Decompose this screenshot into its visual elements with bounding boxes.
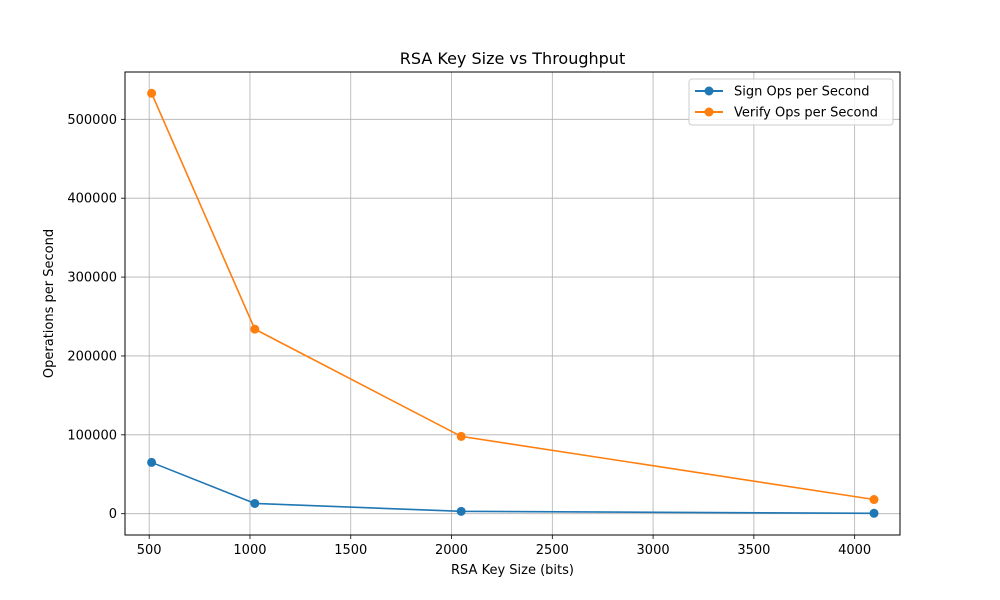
series-layer (147, 88, 879, 518)
series-line (151, 461, 875, 515)
y-tick-label: 300000 (67, 271, 117, 286)
plot-frame (124, 71, 901, 536)
chart-title: RSA Key Size vs Throughput (400, 49, 625, 68)
x-tick-label: 2000 (435, 543, 468, 558)
data-point (869, 495, 879, 505)
legend-box (688, 78, 894, 126)
x-tick-label: 2500 (536, 543, 569, 558)
legend-marker-verify (704, 107, 714, 117)
x-axis-ticks: 500 1000 1500 2000 2500 3000 3500 4000 (137, 535, 871, 558)
legend: Sign Ops per Second Verify Ops per Secon… (688, 78, 894, 126)
x-tick-label: 500 (137, 543, 162, 558)
y-tick-label: 100000 (67, 428, 117, 443)
x-axis-label: RSA Key Size (bits) (451, 563, 574, 578)
y-tick-label: 200000 (67, 349, 117, 364)
data-point (456, 506, 466, 516)
x-tick-label: 3000 (637, 543, 670, 558)
x-tick-label: 1500 (334, 543, 367, 558)
y-tick-label: 0 (109, 507, 117, 522)
legend-label-verify: Verify Ops per Second (734, 106, 878, 121)
series-line (150, 92, 875, 501)
data-point (147, 457, 157, 467)
series-sign (147, 457, 879, 518)
data-point (250, 324, 260, 334)
data-point (147, 88, 157, 98)
y-tick-label: 500000 (67, 113, 117, 128)
y-axis-label: Operations per Second (42, 229, 57, 378)
series-verify (147, 88, 879, 505)
x-tick-label: 1000 (233, 543, 266, 558)
data-point (250, 498, 260, 508)
legend-marker-sign (704, 86, 714, 96)
x-tick-label: 4000 (838, 543, 871, 558)
y-axis-ticks: 0 100000 200000 300000 400000 500000 (67, 113, 125, 522)
data-point (869, 508, 879, 518)
x-tick-label: 3500 (737, 543, 770, 558)
legend-label-sign: Sign Ops per Second (734, 85, 869, 100)
y-tick-label: 400000 (67, 192, 117, 207)
grid (125, 72, 900, 535)
data-point (456, 431, 466, 441)
